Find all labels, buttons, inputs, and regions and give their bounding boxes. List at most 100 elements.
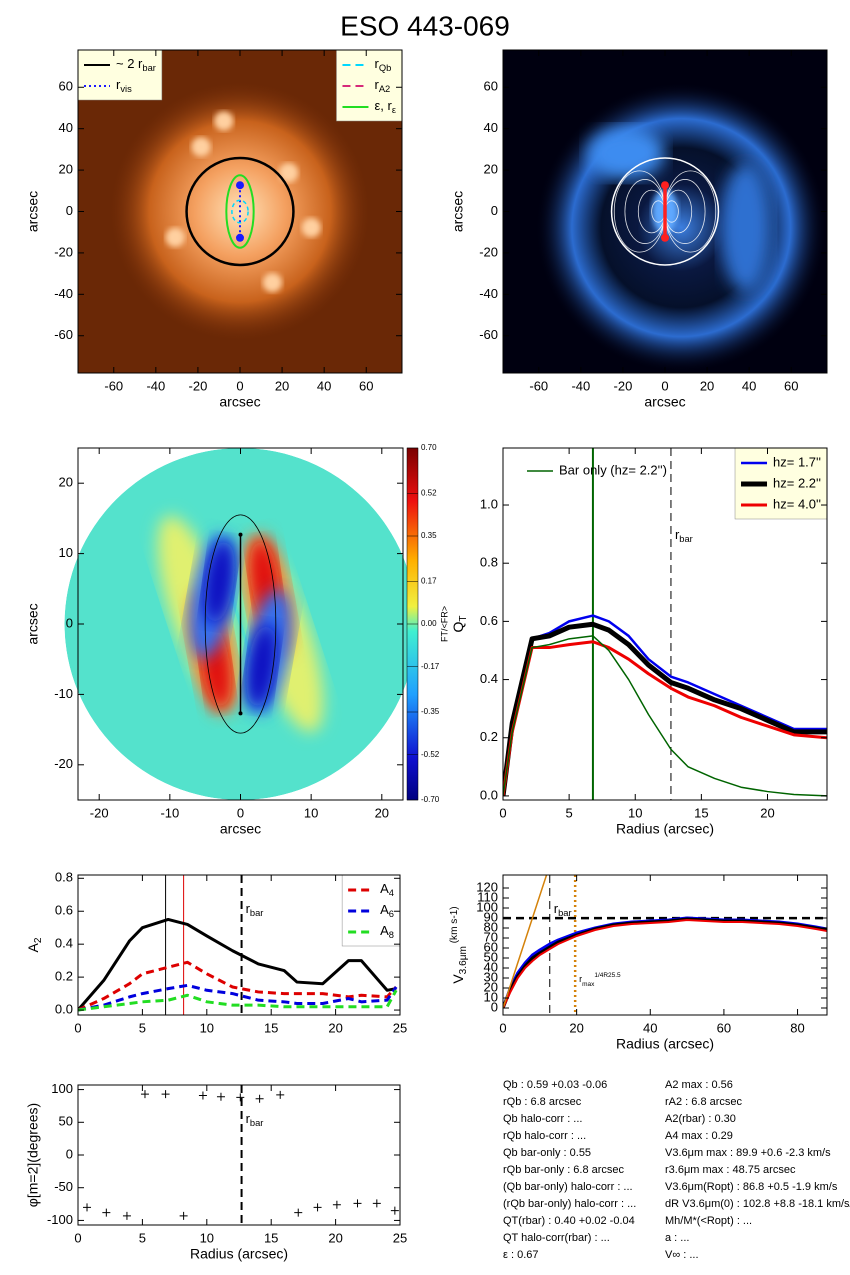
- summary-line: rQb halo-corr : ...: [503, 1130, 586, 1142]
- summary-line: V3.6μm(Ropt) : 86.8 +0.5 -1.9 km/s: [665, 1181, 838, 1193]
- legend-label-text: A: [380, 902, 389, 917]
- legend-label: rQb: [374, 56, 391, 73]
- reference-label-sub: bar: [250, 908, 264, 918]
- y-tick-label: 90: [484, 909, 498, 924]
- reference-label-sub: max: [582, 981, 595, 988]
- scatter-point: [122, 1211, 131, 1220]
- legend-label-sub: vis: [120, 84, 132, 94]
- reference-label: rbar: [246, 1111, 264, 1128]
- y-tick-label: -50: [54, 1179, 73, 1194]
- summary-line: (Qb bar-only) halo-corr : ...: [503, 1181, 633, 1193]
- bar-end: [661, 181, 669, 190]
- y-tick-label: -60: [54, 327, 73, 342]
- legend-label: A6: [380, 902, 394, 919]
- y-tick-label: 10: [59, 545, 73, 560]
- colorbar-tick-label: 0.00: [421, 619, 437, 628]
- y-axis-label: A2: [25, 937, 44, 952]
- x-tick-label: 0: [74, 1230, 81, 1245]
- colorbar-tick-label: 0.70: [421, 443, 437, 452]
- y-tick-label: -60: [479, 327, 498, 342]
- x-tick-label: 20: [569, 1020, 583, 1035]
- x-tick-label: -10: [160, 805, 179, 820]
- legend-label-text: ε, r: [374, 98, 392, 113]
- legend-label-text: A: [380, 881, 389, 896]
- y-axis-label-sub: T: [458, 615, 469, 621]
- summary-line: rQb bar-only : 6.8 arcsec: [503, 1164, 625, 1176]
- y-tick-label: 40: [484, 120, 498, 135]
- colorbar-tick-label: -0.70: [421, 795, 440, 804]
- bar-end: [661, 233, 669, 242]
- y-tick-label: 0.0: [480, 787, 498, 802]
- summary-line: dR V3.6μm(0) : 102.8 +8.8 -18.1 km/s/kpc: [665, 1198, 850, 1210]
- scatter-point: [216, 1092, 225, 1101]
- series-line: [503, 635, 827, 797]
- reference-lines: [591, 448, 672, 800]
- x-tick-label: 0: [236, 378, 243, 393]
- series-line: [503, 875, 548, 1009]
- y-axis-label: φ[m=2](degrees): [25, 1103, 41, 1207]
- x-tick-label: 10: [628, 805, 642, 820]
- x-tick-label: 80: [790, 1020, 804, 1035]
- y-axis-label-sub: 2: [33, 937, 44, 943]
- scatter-point: [179, 1211, 188, 1220]
- x-tick-label: -20: [90, 805, 109, 820]
- x-tick-label: -40: [571, 378, 590, 393]
- galaxy-knot: [191, 137, 211, 157]
- y-axis-label: QT: [450, 615, 469, 632]
- galaxy-arm: [720, 163, 772, 293]
- summary-line: A2(rbar) : 0.30: [665, 1113, 736, 1125]
- series-line: [503, 916, 827, 1009]
- scatter-point: [294, 1208, 303, 1217]
- summary-line: Qb : 0.59 +0.03 -0.06: [503, 1079, 607, 1091]
- y-tick-label: 100: [476, 899, 498, 914]
- y-tick-label: 10: [484, 989, 498, 1004]
- y-tick-label: -10: [54, 686, 73, 701]
- legend-label-text: ~ 2 r: [116, 56, 143, 71]
- galaxy-knot: [301, 217, 321, 238]
- galaxy-knot: [278, 163, 299, 183]
- y-tick-label: 20: [484, 979, 498, 994]
- galaxy-arm: [587, 127, 665, 180]
- summary-line: V3.6μm max : 89.9 +0.6 -2.3 km/s: [665, 1147, 831, 1159]
- y-tick-label: 20: [59, 475, 73, 490]
- y-tick-label: 0.2: [55, 969, 73, 984]
- y-tick-label: 0.4: [55, 936, 73, 951]
- reference-label-sup: 1/4R25.5: [594, 972, 621, 979]
- plot-frame: [77, 874, 401, 1016]
- reference-label: rbar: [675, 527, 693, 544]
- summary-line: rA2 : 6.8 arcsec: [665, 1096, 743, 1108]
- qb-ellipse: [231, 199, 249, 224]
- y-tick-label: 120: [476, 879, 498, 894]
- x-tick-label: 0: [237, 805, 244, 820]
- y-tick-label: 0.8: [55, 870, 73, 885]
- legend-label: A4: [380, 881, 394, 898]
- legend-label: ε, rε: [374, 98, 396, 115]
- x-tick-label: -60: [104, 378, 123, 393]
- bar-circle: [185, 156, 295, 267]
- y-axis-label: arcsec: [25, 191, 41, 232]
- legend-label-text: r: [116, 77, 121, 92]
- y-tick-label: 0.2: [480, 729, 498, 744]
- y-tick-label: 110: [477, 889, 498, 904]
- legend-label-text: r: [374, 56, 379, 71]
- x-axis-label: arcsec: [644, 394, 685, 410]
- legend-label: hz= 1.7'': [773, 454, 821, 469]
- x-tick-label: -40: [146, 378, 165, 393]
- series-line: [78, 989, 398, 1012]
- galaxy-knot: [262, 272, 283, 293]
- reference-label-sub: bar: [558, 908, 572, 918]
- plot-frame: [77, 1084, 401, 1226]
- legend-label: rvis: [116, 77, 132, 94]
- y-tick-label: 40: [59, 120, 73, 135]
- x-axis-label: Radius (arcsec): [190, 1246, 288, 1262]
- x-axis-label: arcsec: [220, 821, 261, 837]
- bar-ellipse: [204, 514, 277, 734]
- x-tick-label: 5: [139, 1230, 146, 1245]
- y-axis-label-text: Q: [450, 622, 466, 633]
- legend: Bar only (hz= 2.2''): [527, 462, 667, 477]
- x-tick-label: 25: [393, 1020, 407, 1035]
- legend-label-text: A: [380, 923, 389, 938]
- y-tick-label: 1.0: [480, 496, 498, 511]
